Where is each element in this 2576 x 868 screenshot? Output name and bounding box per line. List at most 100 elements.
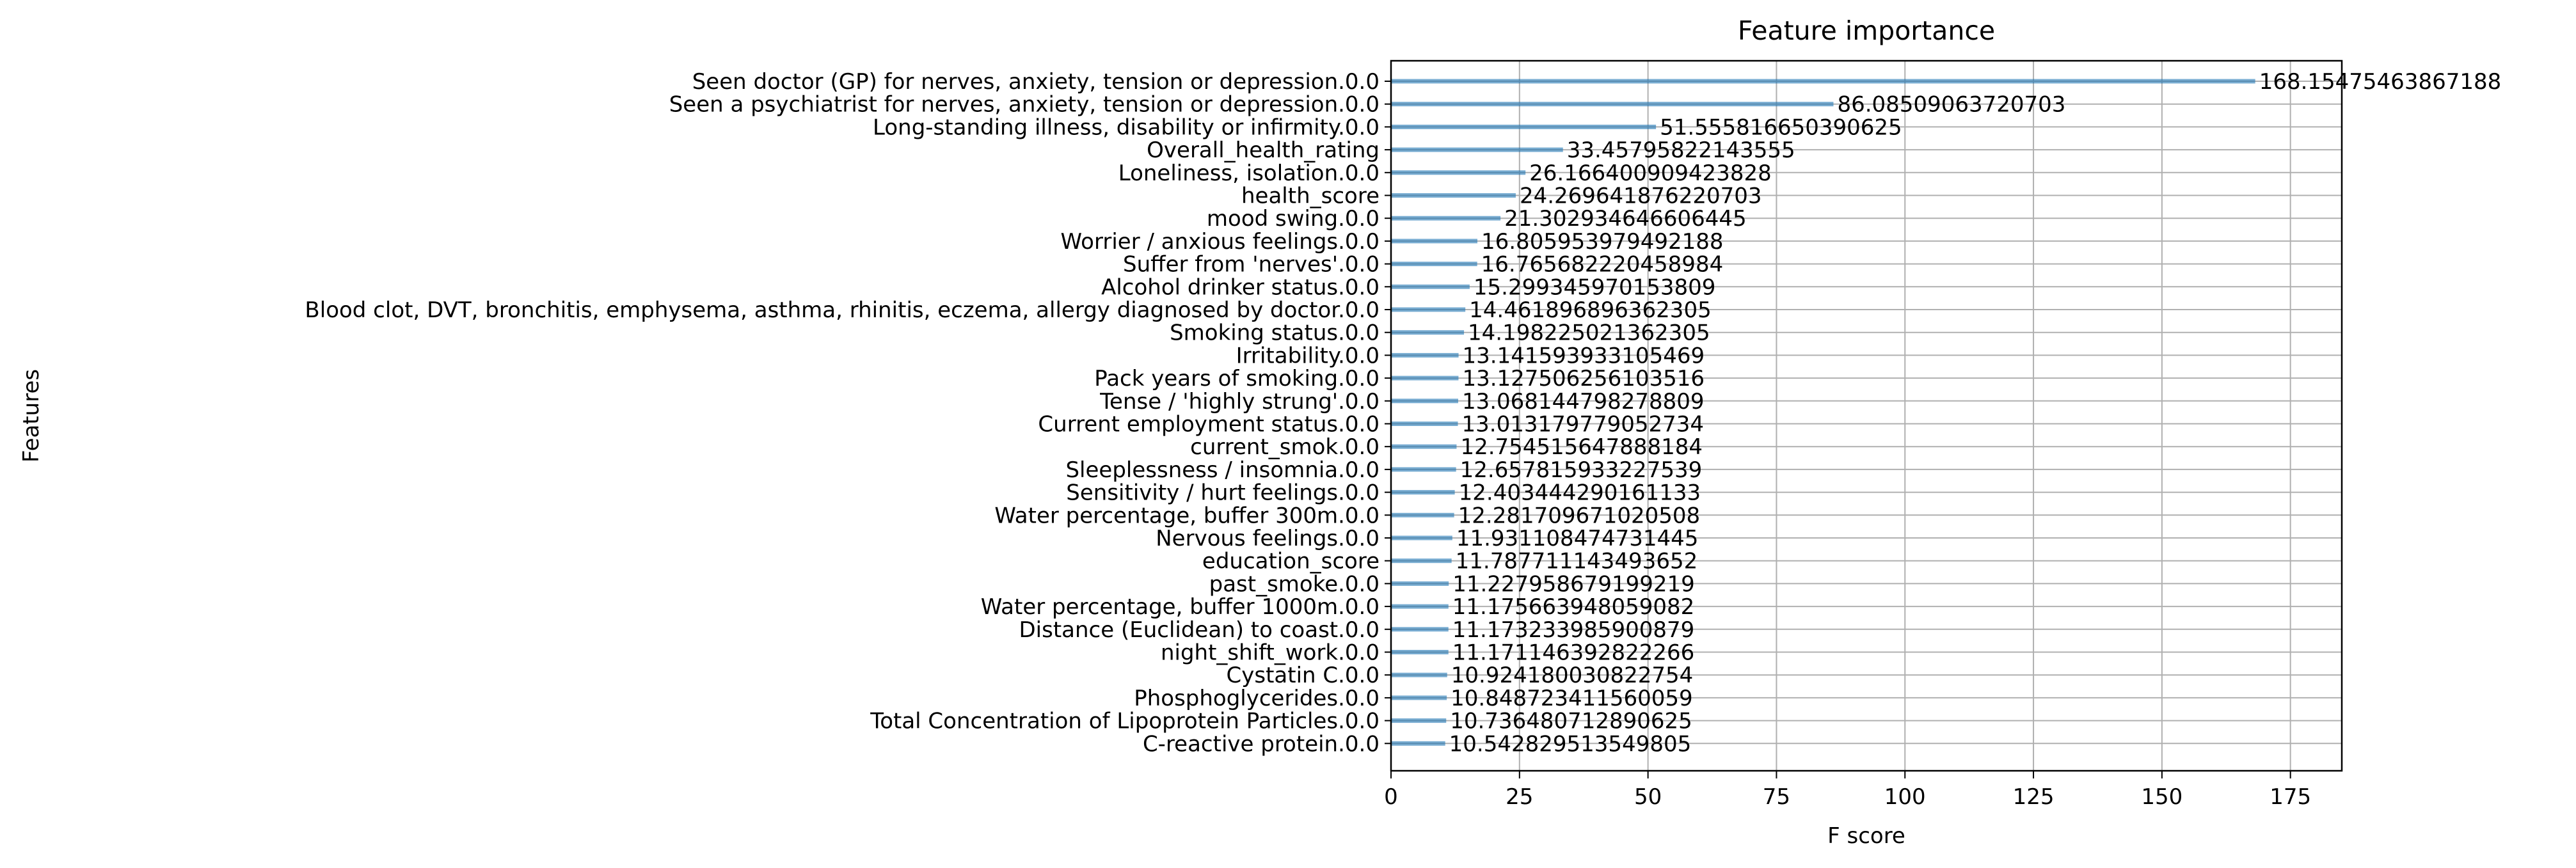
feature-label: health_score xyxy=(1241,184,1379,209)
bar xyxy=(1391,581,1449,586)
feature-label: Distance (Euclidean) to coast.0.0 xyxy=(1019,617,1379,643)
bar xyxy=(1391,262,1477,267)
bar xyxy=(1391,672,1447,677)
bar xyxy=(1391,627,1449,632)
value-label: 15.299345970153809 xyxy=(1474,274,1716,300)
x-tick-label: 25 xyxy=(1506,784,1533,810)
feature-label: Long-standing illness, disability or inf… xyxy=(873,114,1379,140)
bar xyxy=(1391,718,1447,723)
bar xyxy=(1391,398,1458,404)
x-tick-label: 50 xyxy=(1634,784,1662,810)
feature-label: Pack years of smoking.0.0 xyxy=(1094,366,1379,391)
feature-label: Suffer from 'nerves'.0.0 xyxy=(1123,252,1379,278)
feature-label: Blood clot, DVT, bronchitis, emphysema, … xyxy=(305,297,1379,323)
value-label: 10.924180030822754 xyxy=(1451,663,1694,688)
feature-label: Loneliness, isolation.0.0 xyxy=(1118,161,1379,186)
value-label: 86.08509063720703 xyxy=(1837,92,2065,118)
value-label: 26.166400909423828 xyxy=(1529,161,1772,186)
value-label: 13.013179779052734 xyxy=(1462,412,1705,438)
feature-label: Alcohol drinker status.0.0 xyxy=(1101,274,1379,300)
value-label: 10.848723411560059 xyxy=(1451,686,1693,711)
value-label: 21.302934646606445 xyxy=(1504,206,1747,232)
feature-label: Irritability.0.0 xyxy=(1236,343,1379,368)
feature-label: mood swing.0.0 xyxy=(1207,206,1379,232)
feature-label: Total Concentration of Lipoprotein Parti… xyxy=(870,709,1379,734)
bar xyxy=(1391,535,1452,541)
value-label: 13.068144798278809 xyxy=(1462,389,1705,414)
feature-label: Current employment status.0.0 xyxy=(1038,412,1379,438)
feature-label: Phosphoglycerides.0.0 xyxy=(1134,686,1379,711)
bar xyxy=(1391,467,1456,472)
value-label: 16.805953979492188 xyxy=(1481,229,1724,255)
bar xyxy=(1391,216,1501,221)
x-axis-title: F score xyxy=(1827,823,1905,849)
feature-label: Sleeplessness / insomnia.0.0 xyxy=(1065,457,1379,483)
value-label: 12.657815933227539 xyxy=(1460,457,1703,483)
bar xyxy=(1391,352,1459,358)
bar xyxy=(1391,147,1563,152)
value-label: 13.127506256103516 xyxy=(1462,366,1705,391)
value-label: 33.45795822143555 xyxy=(1567,138,1795,163)
feature-label: Seen a psychiatrist for nerves, anxiety,… xyxy=(669,92,1379,118)
value-label: 11.171146392822266 xyxy=(1452,640,1695,666)
axes xyxy=(1390,59,2343,772)
bar xyxy=(1391,695,1447,700)
chart-title: Feature importance xyxy=(1738,15,1995,46)
value-label: 11.227958679199219 xyxy=(1452,571,1695,597)
value-label: 24.269641876220703 xyxy=(1520,184,1762,209)
value-label: 12.281709671020508 xyxy=(1458,503,1701,528)
y-axis-title: Features xyxy=(19,369,44,462)
feature-label: past_smoke.0.0 xyxy=(1209,571,1379,597)
value-label: 11.175663948059082 xyxy=(1452,594,1695,620)
feature-labels: Seen doctor (GP) for nerves, anxiety, te… xyxy=(305,69,1391,757)
x-tick-label: 175 xyxy=(2270,784,2311,810)
bar xyxy=(1391,422,1458,426)
bar xyxy=(1391,102,1834,107)
value-label: 51.555816650390625 xyxy=(1660,114,1902,140)
value-label: 14.198225021362305 xyxy=(1468,320,1710,346)
feature-label: Worrier / anxious feelings.0.0 xyxy=(1061,229,1379,255)
feature-label: Water percentage, buffer 1000m.0.0 xyxy=(981,594,1379,620)
feature-label: night_shift_work.0.0 xyxy=(1161,640,1379,666)
bar xyxy=(1391,512,1454,517)
feature-label: Sensitivity / hurt feelings.0.0 xyxy=(1066,480,1379,506)
value-label: 14.461896896362305 xyxy=(1469,297,1712,323)
feature-label: education_score xyxy=(1202,549,1379,574)
feature-label: C-reactive protein.0.0 xyxy=(1143,731,1379,757)
value-label: 10.542829513549805 xyxy=(1449,731,1692,757)
x-tick-label: 125 xyxy=(2013,784,2055,810)
bar xyxy=(1391,307,1466,312)
bar xyxy=(1391,558,1452,564)
bar xyxy=(1391,604,1449,609)
value-label: 168.15475463867188 xyxy=(2259,69,2502,95)
feature-label: Seen doctor (GP) for nerves, anxiety, te… xyxy=(692,69,1379,95)
x-ticks: 0 25 50 75 100 125 150 175 xyxy=(1384,771,2311,810)
bar xyxy=(1391,79,2255,84)
bar xyxy=(1391,239,1477,244)
x-tick-label: 75 xyxy=(1763,784,1790,810)
bar xyxy=(1391,124,1657,129)
bar xyxy=(1391,284,1470,289)
bar xyxy=(1391,375,1459,381)
feature-label: Nervous feelings.0.0 xyxy=(1156,526,1379,551)
bar xyxy=(1391,444,1457,449)
value-label: 16.765682220458984 xyxy=(1481,252,1724,278)
feature-label: Water percentage, buffer 300m.0.0 xyxy=(994,503,1379,528)
value-label: 12.403444290161133 xyxy=(1459,480,1701,506)
value-labels: 168.15475463867188 86.0850906372070351.55… xyxy=(1449,69,2502,757)
value-label: 10.736480712890625 xyxy=(1450,709,1692,734)
bar xyxy=(1391,330,1465,335)
x-tick-label: 100 xyxy=(1884,784,1926,810)
value-label: 11.787711143493652 xyxy=(1456,549,1698,574)
bar xyxy=(1391,193,1516,198)
value-label: 13.141593933105469 xyxy=(1463,343,1705,368)
bar xyxy=(1391,650,1449,654)
value-label: 11.173233985900879 xyxy=(1452,617,1695,643)
bar xyxy=(1391,490,1455,495)
bar xyxy=(1391,741,1445,746)
bars xyxy=(1391,79,2255,746)
feature-label: Smoking status.0.0 xyxy=(1170,320,1379,346)
bar xyxy=(1391,170,1526,175)
